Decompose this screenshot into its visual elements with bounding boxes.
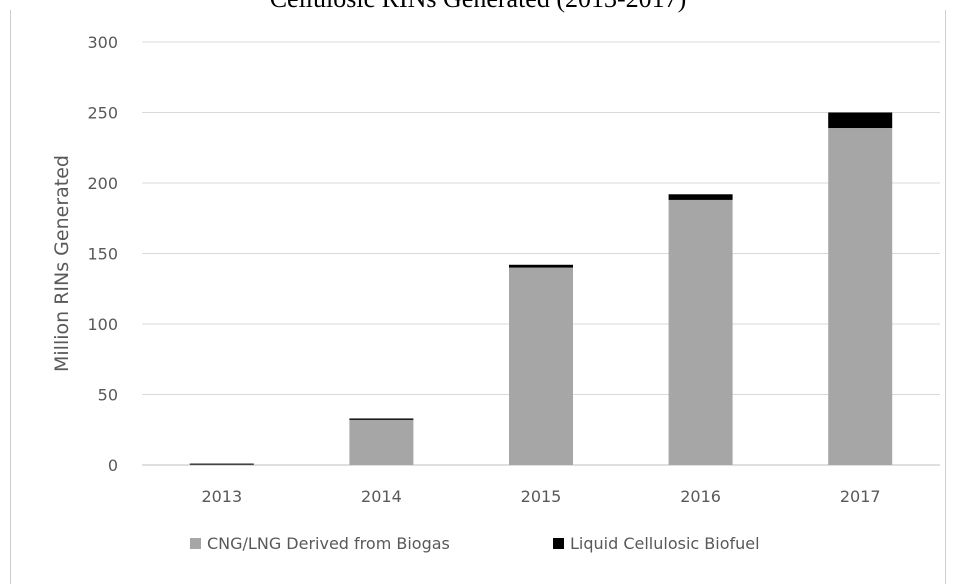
y-tick-label: 0	[108, 456, 118, 475]
x-tick-label: 2014	[361, 487, 402, 506]
bar-2013-series-2	[189, 463, 254, 465]
y-tick-label: 100	[87, 315, 118, 334]
y-tick-label: 150	[87, 245, 118, 264]
legend-label-2: Liquid Cellulosic Biofuel	[570, 534, 760, 553]
bar-2015-series-2	[509, 264, 573, 268]
y-axis-title: Million RINs Generated	[51, 155, 73, 372]
x-tick-label: 2017	[840, 487, 881, 506]
bar-2017-series-2	[828, 112, 893, 129]
x-tick-label: 2016	[680, 487, 721, 506]
legend-swatch-1	[190, 538, 201, 549]
bar-2016-series-2	[668, 194, 733, 200]
bar-2013-series-1	[189, 464, 254, 466]
bar-2014-series-2	[349, 418, 414, 420]
chart-title: Cellulosic RINs Generated (2013-2017)	[0, 0, 956, 14]
x-tick-label: 2013	[201, 487, 242, 506]
legend-swatch-2	[553, 538, 564, 549]
bar-2015-series-1	[509, 267, 573, 465]
legend-label-1: CNG/LNG Derived from Biogas	[207, 534, 450, 553]
bar-2017-series-1	[828, 128, 893, 465]
x-tick-label: 2015	[521, 487, 562, 506]
bar-2016-series-1	[668, 199, 733, 466]
y-tick-label: 50	[98, 386, 118, 405]
y-tick-label: 300	[87, 33, 118, 52]
y-tick-label: 250	[87, 104, 118, 123]
chart-frame	[10, 10, 946, 584]
bar-2014-series-1	[349, 419, 414, 465]
y-tick-label: 200	[87, 174, 118, 193]
